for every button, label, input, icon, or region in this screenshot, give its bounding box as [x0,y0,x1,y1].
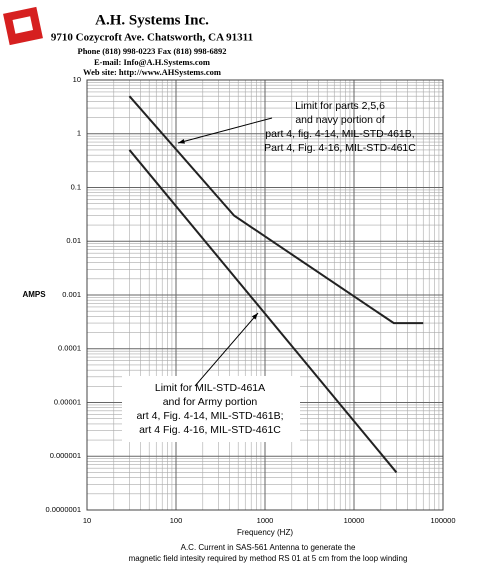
address: 9710 Cozycroft Ave. Chatsworth, CA 91311 [51,32,253,44]
annotation-text: Part 4, Fig. 4-16, MIL-STD-461C [264,142,416,154]
caption: A.C. Current in SAS-561 Antenna to gener… [181,543,356,552]
caption: magnetic field intesity required by meth… [129,554,408,563]
annotation-text: Limit for MIL-STD-461A [155,382,265,394]
company: A.H. Systems Inc. [95,12,209,28]
plot-area [86,79,444,511]
x-tick-label: 100000 [430,516,455,525]
x-axis-label: Frequency (HZ) [237,528,293,537]
annotation-text: art 4, Fig. 4-14, MIL-STD-461B; [136,410,283,422]
web: Web site: http://www.AHSystems.com [83,67,221,77]
logo [3,6,43,46]
arrow-head [251,313,258,320]
annotation-arrow [194,312,259,387]
annotation-text: and for Army portion [163,396,258,408]
y-tick-label: 10 [73,75,81,84]
phone: Phone (818) 998-0223 Fax (818) 998-6892 [78,46,227,56]
y-tick-label: 0.0001 [58,344,81,353]
x-tick-label: 1000 [257,516,274,525]
y-tick-label: 0.0000001 [46,505,81,514]
x-tick-label: 10 [83,516,91,525]
x-tick-label: 10000 [344,516,365,525]
y-tick-label: 0.000001 [50,451,81,460]
annotation-text: part 4, fig. 4-14, MIL-STD-461B, [265,128,414,140]
limit-line [128,95,424,325]
annotation-text: and navy portion of [295,114,384,126]
annotation-arrow [177,117,273,144]
limit-line [128,149,398,474]
email: E-mail: Info@A.H.Systems.com [94,57,210,67]
x-tick-label: 100 [170,516,183,525]
y-tick-label: 0.01 [66,236,81,245]
y-axis-label: AMPS [22,290,46,299]
annotation-text: art 4 Fig. 4-16, MIL-STD-461C [139,424,281,436]
annotation-box [122,376,300,442]
y-tick-label: 0.001 [62,290,81,299]
annotation-text: Limit for parts 2,5,6 [295,100,385,112]
plot-frame [86,79,444,511]
y-tick-label: 0.00001 [54,397,81,406]
y-tick-label: 1 [77,129,81,138]
arrow-head [178,138,185,144]
y-tick-label: 0.1 [71,182,81,191]
